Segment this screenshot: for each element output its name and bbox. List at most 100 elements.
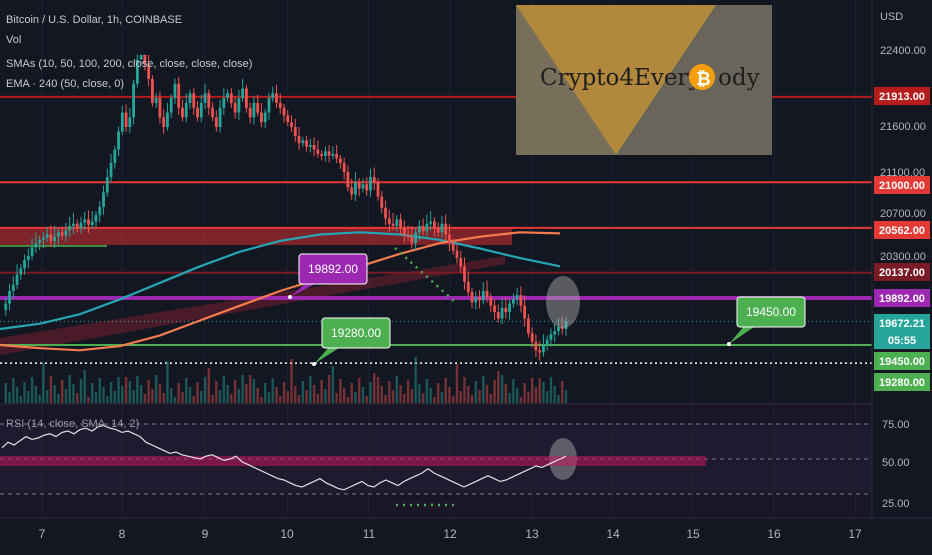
candle-body (354, 182, 357, 195)
price-tag-bg (874, 331, 930, 349)
candle-body (256, 102, 260, 113)
ema-legend[interactable]: EMA · 240 (50, close, 0) (6, 78, 124, 90)
candle-body (316, 149, 320, 154)
rsi-tick: 75.00 (882, 419, 910, 431)
price-tag: 19450.00 (874, 352, 930, 370)
candle-body (64, 230, 68, 236)
candle-body (26, 256, 30, 261)
candle-body (278, 102, 282, 108)
candle-body (429, 221, 433, 224)
candle-body (448, 234, 451, 244)
candle-body (72, 223, 75, 226)
candle-body (211, 107, 214, 118)
candle-body (282, 107, 286, 116)
volume-bar (87, 397, 90, 403)
candle-body (49, 234, 53, 241)
price-tag-label: 20137.00 (879, 267, 925, 279)
rsi-line (1, 424, 567, 491)
volume-bar (188, 387, 192, 403)
price-tag: 19672.21 (874, 314, 930, 332)
candle-body (365, 184, 369, 191)
volume-bar (113, 391, 116, 403)
price-tick: 20300.00 (880, 251, 926, 263)
candle-body (451, 243, 455, 251)
candle-body (542, 345, 545, 353)
volume-bar (452, 396, 455, 403)
volume-bar (463, 377, 466, 403)
candle-body (45, 234, 49, 238)
candle-body (226, 93, 229, 99)
candle-body (23, 260, 26, 269)
volume-bar (124, 377, 128, 403)
candle-body (154, 98, 158, 103)
volume-bar (546, 391, 549, 403)
candle-body (553, 331, 557, 335)
candle-body (271, 93, 275, 99)
candle-body (267, 98, 271, 113)
volume-legend[interactable]: Vol (6, 34, 22, 46)
volume-bar (94, 392, 98, 403)
volume-bar (316, 394, 320, 403)
volume-bar (519, 397, 523, 403)
sma-legend[interactable]: SMAs (10, 50, 100, 200, close, close, cl… (6, 58, 253, 70)
volume-bar (358, 378, 361, 403)
volume-bar (290, 359, 293, 403)
candle-body (105, 177, 109, 193)
candle-body (297, 136, 301, 144)
candle-body (222, 98, 226, 108)
candle-body (207, 93, 211, 108)
volume-bar (151, 389, 154, 403)
volume-bar (102, 387, 105, 403)
candle-body (425, 223, 429, 232)
volume-bar (391, 390, 395, 403)
candle-body (60, 232, 64, 236)
candle-body (38, 239, 41, 244)
price-tag-label: 20562.00 (879, 225, 925, 237)
volume-bar (226, 385, 229, 403)
candle-body (485, 291, 489, 298)
time-tick: 11 (363, 527, 376, 541)
volume-bar (8, 392, 11, 403)
volume-bar (350, 383, 353, 403)
volume-bar (497, 371, 500, 403)
volume-bar (53, 385, 56, 403)
candle-body (308, 145, 312, 147)
candle-body (496, 312, 500, 319)
candle-body (68, 225, 72, 231)
price-tag-label: 19672.21 (879, 318, 925, 330)
candle-body (169, 98, 173, 113)
price-tag-label: 19280.00 (879, 377, 925, 389)
candle-body (519, 295, 523, 306)
volume-bar (34, 386, 38, 403)
rsi-legend[interactable]: RSI (14, close, SMA, 14, 2) (6, 418, 140, 430)
volume-bar (557, 395, 560, 403)
volume-bar (523, 383, 526, 403)
volume-bar (331, 366, 335, 403)
sma-line (0, 231, 561, 331)
price-callout: 19450.00 (727, 296, 806, 346)
volume-bar (309, 376, 312, 403)
candle-body (534, 341, 538, 351)
callout-label: 19892.00 (308, 262, 358, 276)
candle-body (564, 321, 568, 330)
candle-body (151, 78, 154, 103)
volume-bar (478, 390, 481, 403)
candle-body (466, 281, 470, 293)
candle-body (57, 232, 60, 237)
candle-body (75, 223, 79, 229)
candle-body (30, 247, 34, 256)
svg-text:Crypto4Every: Crypto4Every (540, 65, 701, 91)
time-tick: 14 (606, 527, 620, 541)
volume-bar (534, 387, 538, 403)
candle-body (342, 163, 346, 172)
candle-body (421, 225, 425, 232)
candle-body (417, 225, 421, 233)
candle-body (470, 292, 474, 303)
candle-body (83, 219, 87, 223)
candle-body (331, 154, 335, 156)
volume-bar (493, 380, 496, 403)
volume-bar (203, 377, 207, 403)
candle-body (113, 149, 117, 163)
volume-bar (57, 394, 60, 403)
candle-body (538, 350, 542, 353)
